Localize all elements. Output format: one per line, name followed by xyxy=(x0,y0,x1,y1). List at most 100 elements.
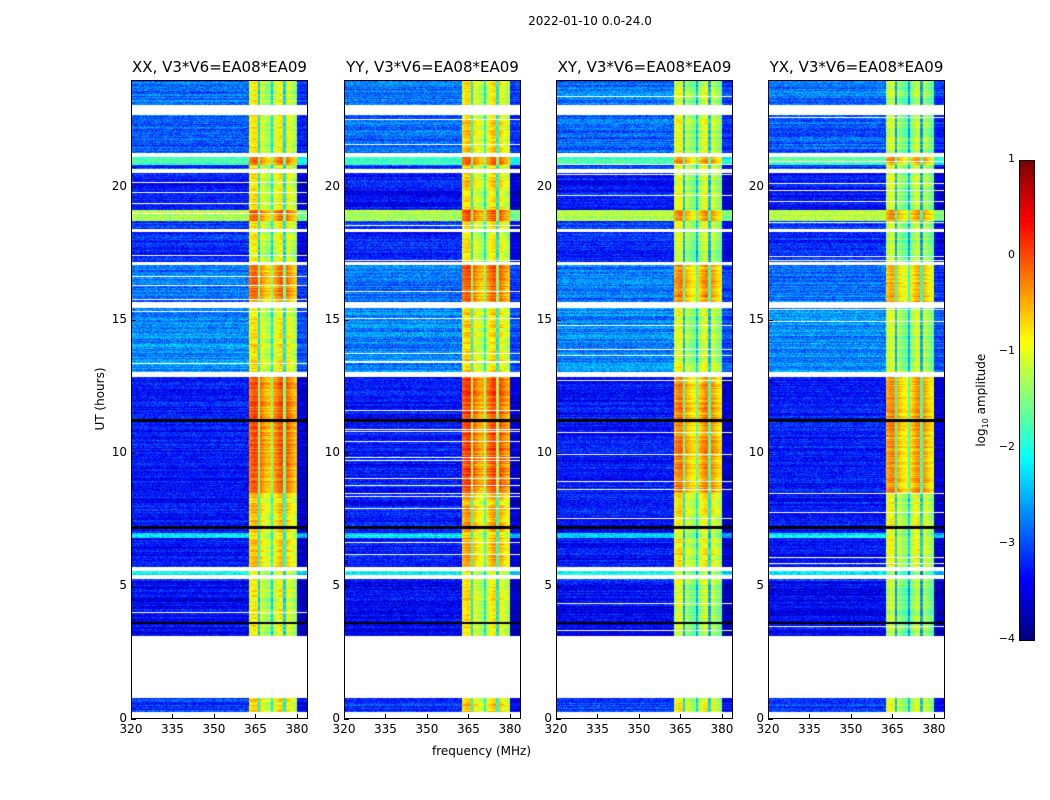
y-tick-label: 15 xyxy=(324,311,340,326)
x-tick xyxy=(597,714,599,719)
panel-title: YY, V3*V6=EA08*EA09 xyxy=(346,58,519,76)
y-tick xyxy=(344,719,349,720)
y-tick-label: 5 xyxy=(119,577,127,592)
x-tick-label: 335 xyxy=(798,722,821,736)
x-tick-label: 380 xyxy=(285,722,309,736)
y-tick-label: 10 xyxy=(748,444,764,459)
y-tick xyxy=(131,585,136,587)
x-tick-label: 350 xyxy=(627,722,651,736)
y-tick xyxy=(344,319,349,321)
y-tick xyxy=(131,719,136,720)
figure-title: 2022-01-10 0.0-24.0 xyxy=(528,14,652,28)
plot-frame xyxy=(131,80,308,719)
colorbar-tick-label: −4 xyxy=(998,632,1015,645)
x-tick-label: 365 xyxy=(244,722,267,736)
y-tick xyxy=(556,452,561,454)
plot-frame xyxy=(768,80,945,719)
y-tick xyxy=(556,186,561,188)
x-tick xyxy=(892,714,894,719)
x-tick-label: 380 xyxy=(710,722,734,736)
colorbar xyxy=(1019,160,1035,641)
x-tick xyxy=(213,714,215,719)
y-tick-label: 20 xyxy=(748,178,764,193)
x-tick xyxy=(296,714,298,719)
y-tick-label: 0 xyxy=(119,711,127,725)
y-tick xyxy=(768,585,773,587)
x-tick xyxy=(255,714,257,719)
y-tick-label: 0 xyxy=(332,711,340,725)
x-tick-label: 320 xyxy=(119,722,143,736)
plot-frame xyxy=(344,80,521,719)
x-tick xyxy=(509,714,511,719)
x-tick-label: 365 xyxy=(457,722,480,736)
colorbar-tick-label: −1 xyxy=(998,344,1015,357)
y-axis-label: UT (hours) xyxy=(93,367,107,431)
panel-xx: XX, V3*V6=EA08*EA09 320 335 350 365 380 0 5 10 15… xyxy=(112,58,309,736)
x-tick-label: 350 xyxy=(202,722,226,736)
y-tick-label: 10 xyxy=(111,444,127,459)
y-tick-label: 20 xyxy=(324,178,340,193)
x-tick-label: 350 xyxy=(415,722,439,736)
heatmap-image xyxy=(344,80,521,719)
y-tick xyxy=(344,585,349,587)
y-tick xyxy=(131,319,136,321)
x-tick-label: 320 xyxy=(756,722,780,736)
y-tick-label: 15 xyxy=(111,311,127,326)
y-tick-label: 5 xyxy=(756,577,764,592)
y-tick xyxy=(768,719,773,720)
y-tick xyxy=(556,719,561,720)
x-tick xyxy=(468,714,470,719)
x-tick xyxy=(426,714,428,719)
y-tick xyxy=(131,452,136,454)
y-tick-label: 20 xyxy=(536,178,552,193)
y-tick-label: 5 xyxy=(544,577,552,592)
x-tick-label: 350 xyxy=(839,722,863,736)
x-tick xyxy=(850,714,852,719)
y-tick-label: 20 xyxy=(111,178,127,193)
y-tick-label: 0 xyxy=(756,711,764,725)
x-tick xyxy=(680,714,682,719)
x-tick xyxy=(933,714,935,719)
panel-title: XX, V3*V6=EA08*EA09 xyxy=(132,58,307,76)
y-tick-label: 10 xyxy=(324,444,340,459)
x-tick xyxy=(385,714,387,719)
y-tick xyxy=(768,319,773,321)
x-tick xyxy=(131,714,132,719)
y-tick xyxy=(131,186,136,188)
x-tick-label: 335 xyxy=(161,722,184,736)
x-tick-label: 335 xyxy=(586,722,609,736)
x-tick-label: 380 xyxy=(498,722,522,736)
panel-title: XY, V3*V6=EA08*EA09 xyxy=(557,58,732,76)
heatmap-image xyxy=(556,80,733,719)
x-tick xyxy=(721,714,723,719)
y-tick xyxy=(768,452,773,454)
x-tick xyxy=(768,714,769,719)
panel-xy: XY, V3*V6=EA08*EA09 320 335 350 365 380 0 5 10 15… xyxy=(537,58,734,736)
colorbar-label-sub: 10 xyxy=(981,418,991,429)
y-tick-label: 5 xyxy=(332,577,340,592)
colorbar-tick-label: 0 xyxy=(1008,248,1015,261)
x-tick xyxy=(344,714,345,719)
heatmap-image xyxy=(131,80,308,719)
colorbar-tick-label: −3 xyxy=(998,536,1015,549)
y-tick-label: 0 xyxy=(544,711,552,725)
x-tick-label: 320 xyxy=(332,722,356,736)
x-tick xyxy=(172,714,174,719)
y-tick-label: 15 xyxy=(536,311,552,326)
x-tick xyxy=(556,714,557,719)
plot-frame xyxy=(556,80,733,719)
y-tick xyxy=(344,186,349,188)
y-tick xyxy=(768,186,773,188)
y-tick xyxy=(344,452,349,454)
x-tick-label: 380 xyxy=(922,722,946,736)
y-tick-label: 15 xyxy=(748,311,764,326)
panel-yy: YY, V3*V6=EA08*EA09 320 335 350 365 380 0 5 10 15… xyxy=(325,58,522,736)
colorbar-tick-label: −2 xyxy=(998,440,1015,453)
x-axis-label: frequency (MHz) xyxy=(432,744,532,758)
panel-title: YX, V3*V6=EA08*EA09 xyxy=(769,58,944,76)
colorbar-label-rest: amplitude xyxy=(973,353,988,419)
colorbar-tick-label: 1 xyxy=(1008,152,1015,165)
y-tick-label: 10 xyxy=(536,444,552,459)
x-tick xyxy=(809,714,811,719)
